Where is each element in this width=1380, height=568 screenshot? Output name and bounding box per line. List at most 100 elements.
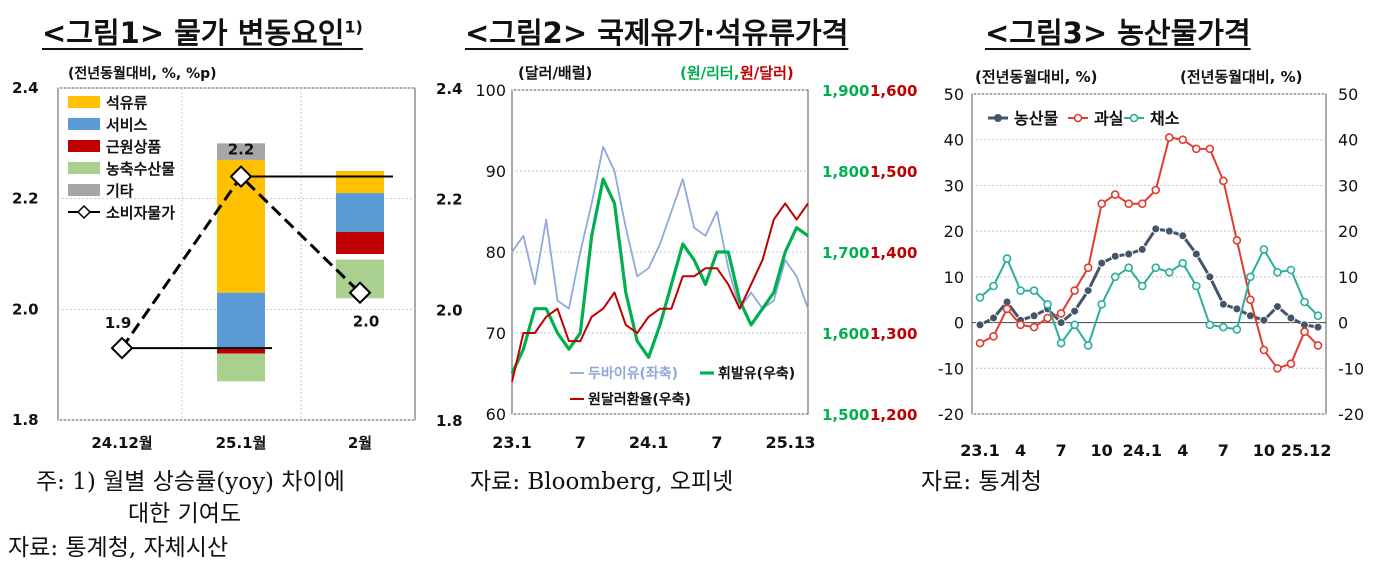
chart1-unit-label: (전년동월대비, %, %p)	[68, 65, 217, 82]
chart3-point	[1259, 315, 1269, 325]
fig2-title: <그림2> 국제유가·석유류가격	[465, 16, 849, 50]
chart3-point	[1205, 272, 1215, 282]
chart1-ytick-right: 2.2	[436, 191, 463, 209]
chart2-ytick-right-green: 1,700	[822, 244, 869, 262]
chart1-cpi-marker	[348, 281, 372, 305]
chart2-legend-label: 두바이유(좌축)	[588, 365, 678, 382]
chart3-point	[1178, 231, 1188, 241]
chart3-point	[1151, 263, 1161, 273]
chart3-legend-marker	[1073, 113, 1083, 123]
chart2-ytick-right-red: 1,500	[870, 163, 917, 181]
chart3-point	[1110, 251, 1120, 261]
chart3-point	[1043, 299, 1052, 309]
chart2-ytick-left: 80	[486, 243, 506, 262]
chart3-point	[1246, 295, 1255, 305]
chart1-legend-label: 근원상품	[106, 138, 161, 156]
chart3-legend-label: 농산물	[1014, 109, 1058, 128]
chart1-legend-label: 석유류	[106, 94, 148, 112]
chart3-point	[1029, 311, 1039, 321]
chart3-ytick-left: 20	[944, 222, 964, 241]
chart1-legend-swatch	[68, 118, 100, 130]
chart2-xtick-label: 25.1	[765, 433, 804, 452]
chart3-point	[1016, 320, 1025, 330]
chart3-point	[975, 293, 985, 302]
chart1-ytick-label: 2.2	[12, 190, 39, 208]
fig1-footnote-line1: 주: 1) 월별 상승률(yoy) 차이에	[36, 469, 345, 495]
chart2-series-line	[511, 202, 809, 382]
chart3-ytick-left: 50	[944, 85, 964, 104]
chart3-point	[1273, 267, 1282, 277]
chart2-xtick-label: 7	[711, 433, 722, 452]
chart3-point	[1272, 302, 1282, 312]
chart3-ytick-left: 0	[954, 314, 964, 333]
chart3-point	[1083, 263, 1093, 273]
chart3-point	[1286, 313, 1296, 323]
chart3-xtick-label: 25.1	[1281, 441, 1320, 460]
chart1-bar-segment	[217, 292, 265, 349]
fig3-source: 자료: 통계청	[921, 469, 1042, 495]
chart3-ytick-right: 40	[1338, 131, 1358, 150]
chart3-ytick-right: 50	[1338, 85, 1358, 104]
chart3-point	[1246, 272, 1255, 282]
chart3-point	[1124, 249, 1134, 259]
chart1-cpi-marker	[110, 336, 134, 360]
chart3-point	[1070, 286, 1079, 295]
chart3-xtick-label: 4	[1177, 441, 1188, 460]
chart3-ytick-right: 20	[1338, 222, 1358, 241]
fig1-title: <그림1> 물가 변동요인1)	[42, 16, 363, 50]
fig1-source: 자료: 통계청, 자체시산	[8, 535, 229, 561]
chart3-point	[1178, 258, 1188, 268]
chart3-point	[1232, 325, 1242, 334]
chart3-xtick-label: 10	[1253, 441, 1275, 460]
chart2-ytick-left: 60	[486, 405, 506, 424]
chart3-point	[1097, 299, 1106, 309]
chart1-legend-swatch	[68, 184, 100, 196]
chart3-point	[1205, 144, 1215, 154]
chart3-point	[1110, 190, 1120, 199]
chart3-xtick-label: 2	[1320, 441, 1331, 460]
chart3-point	[1259, 345, 1269, 355]
chart1-xtick-label: 2월	[348, 434, 372, 452]
chart3-point	[1219, 322, 1228, 332]
chart1-ytick-label: 2.0	[12, 300, 39, 318]
chart3-point	[1097, 199, 1106, 209]
chart1-bar-segment	[217, 348, 265, 354]
chart3-point	[1232, 304, 1242, 314]
chart1-bar-segment	[336, 171, 384, 194]
chart3-legend-label: 과실	[1094, 109, 1123, 128]
chart2-ytick-right-green: 1,900	[822, 82, 869, 100]
chart3-ytick-left: -10	[938, 359, 964, 378]
chart2-legend-label: 휘발유(우축)	[718, 365, 795, 382]
chart1-ytick-label: 1.8	[12, 411, 39, 429]
chart3-point	[1110, 272, 1120, 282]
chart2-xtick-label: 23.1	[492, 433, 531, 452]
chart3-point	[1151, 185, 1161, 195]
chart3-ytick-right: -10	[1338, 359, 1364, 378]
chart3-point	[1178, 135, 1188, 145]
chart3-ytick-right: 0	[1338, 314, 1348, 333]
chart3-point	[1313, 341, 1323, 350]
chart1-ytick-right: 1.8	[436, 412, 463, 430]
chart2-ytick-right-green: 1,500	[822, 406, 869, 424]
chart3-point	[1151, 224, 1161, 234]
fig2-source: 자료: Bloomberg, 오피넷	[470, 469, 734, 495]
chart3-point	[1097, 258, 1107, 268]
chart1-legend-label: 농축수산물	[106, 160, 175, 178]
chart3-point	[1192, 144, 1201, 154]
chart2-left-unit: (달러/배럴)	[518, 64, 592, 82]
chart3-point	[1016, 286, 1025, 295]
chart1-cpi-data-label: 1.9	[105, 314, 132, 332]
chart1-xtick-label: 24.12월	[91, 434, 152, 452]
chart3-ytick-left: -20	[938, 405, 964, 424]
chart3-point	[1164, 133, 1174, 142]
chart3-point	[1286, 359, 1296, 369]
chart3-point	[1192, 281, 1201, 291]
chart1-legend-label: 기타	[106, 182, 134, 200]
chart3-point	[1083, 341, 1093, 350]
chart3-ytick-left: 30	[944, 176, 964, 195]
chart1-bar-segment	[217, 143, 265, 160]
chart1-bar-segment	[217, 353, 265, 382]
chart1-legend-marker	[76, 204, 92, 220]
chart3-unit-left: (전년동월대비, %)	[975, 68, 1097, 86]
chart1-legend-label: 소비자물가	[106, 204, 175, 222]
